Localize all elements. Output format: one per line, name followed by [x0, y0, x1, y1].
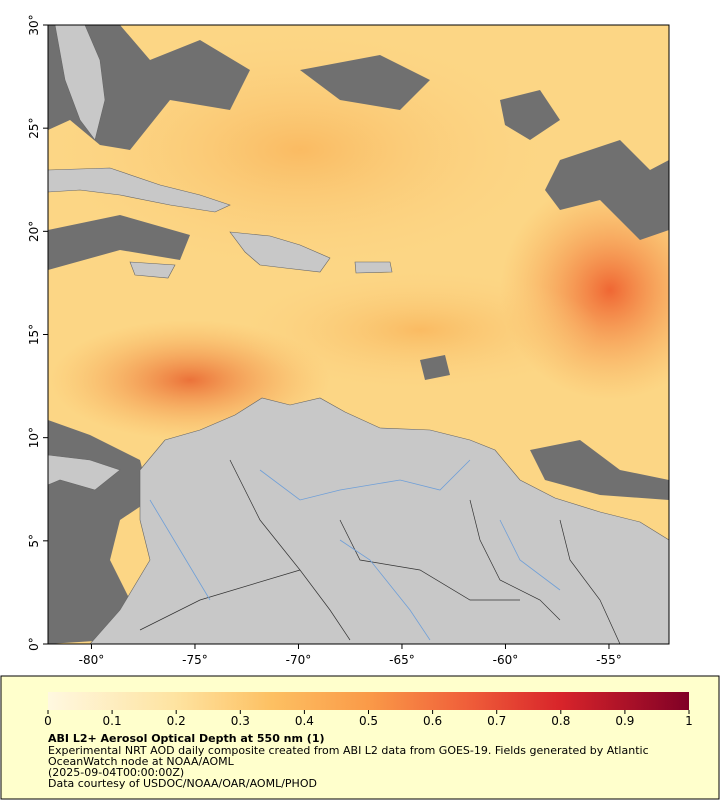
caption-line: Experimental NRT AOD daily composite cre…: [48, 744, 649, 757]
x-tick-label: -65°: [389, 653, 415, 667]
y-tick-label: 15°: [27, 324, 41, 345]
y-tick-label: 25°: [27, 118, 41, 139]
y-tick-label: 10°: [27, 427, 41, 448]
x-tick-label: -70°: [286, 653, 312, 667]
colorbar-tick-label: 0.4: [295, 714, 314, 728]
caption-line: OceanWatch node at NOAA/AOML: [48, 755, 235, 768]
caption-line: (2025-09-04T00:00:00Z): [48, 766, 184, 779]
x-tick-label: -60°: [493, 653, 519, 667]
caption-line: Data courtesy of USDOC/NOAA/OAR/AOML/PHO…: [48, 777, 317, 790]
colorbar-tick-label: 0: [44, 714, 52, 728]
y-tick-label: 20°: [27, 221, 41, 242]
colorbar-tick-label: 0.5: [359, 714, 378, 728]
colorbar-tick-label: 0.7: [487, 714, 506, 728]
caption-title: ABI L2+ Aerosol Optical Depth at 550 nm …: [48, 732, 325, 745]
colorbar: [48, 692, 689, 710]
colorbar-tick-label: 0.1: [103, 714, 122, 728]
colorbar-tick-label: 0.2: [167, 714, 186, 728]
colorbar-tick-label: 0.9: [615, 714, 634, 728]
x-tick-label: -80°: [79, 653, 105, 667]
y-tick-label: 0°: [27, 637, 41, 651]
colorbar-tick-label: 0.8: [551, 714, 570, 728]
x-tick-label: -75°: [182, 653, 208, 667]
colorbar-tick-label: 0.6: [423, 714, 442, 728]
colorbar-tick-label: 0.3: [231, 714, 250, 728]
y-tick-label: 30°: [27, 14, 41, 35]
y-tick-label: 5°: [27, 534, 41, 548]
map-image: [48, 25, 669, 644]
colorbar-tick-label: 1: [685, 714, 693, 728]
x-tick-label: -55°: [596, 653, 622, 667]
